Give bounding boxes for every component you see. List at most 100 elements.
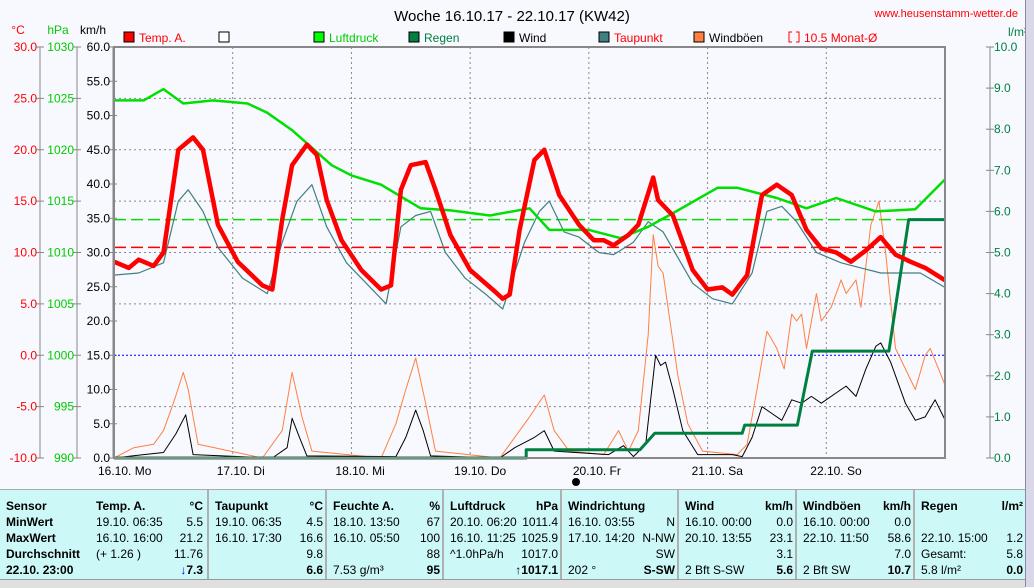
avg-value: 3.1 [776, 547, 793, 561]
min-value: 1011.4 [522, 515, 558, 529]
pressure-tick-label: 1030 [47, 40, 74, 54]
x-tick-label: 21.10. Sa [692, 464, 744, 478]
legend-swatch [503, 31, 515, 43]
avg-value: 88 [426, 547, 440, 561]
min-value: 5.5 [186, 515, 203, 529]
x-tick-label: 22.10. So [810, 464, 862, 478]
column-header: Temp. A. [96, 499, 146, 513]
cur-label: 2 Bft S-SW [685, 563, 745, 577]
trend-arrow-icon: ↓ [180, 563, 187, 577]
x-tick-label: 19.10. Do [454, 464, 506, 478]
series-line-regen [114, 218, 945, 460]
pressure-tick-label: 1005 [47, 297, 74, 311]
max-value: 21.2 [179, 531, 203, 545]
column-unit: % [429, 499, 440, 513]
max-value: 23.1 [769, 531, 793, 545]
series-line-windböen [113, 200, 946, 459]
min-label: 16.10. 00:00 [803, 515, 870, 529]
max-label: 16.10. 17:30 [215, 531, 282, 545]
avg-label: (+ 1.26 ) [96, 547, 142, 561]
temp-tick-label: 10.0 [14, 246, 38, 260]
max-label: 16.10. 11:25 [450, 531, 516, 545]
temp-tick-label: 15.0 [14, 194, 38, 208]
legend-swatch [313, 31, 325, 43]
series-line-taupunkt [113, 184, 946, 310]
min-value: 4.5 [306, 515, 323, 529]
column-header: Taupunkt [215, 499, 269, 513]
table-column-regen: Regen l/m² 22.10. 15:00 1.2 Gesamt: 5.8 5.8 l/… [913, 490, 1027, 579]
wind-tick-label: 50.0 [87, 109, 111, 123]
max-label: 20.10. 13:55 [685, 531, 752, 545]
wind-tick-label: 0.0 [93, 451, 110, 465]
x-tick-label: 17.10. Di [217, 464, 265, 478]
rain-tick-label: 0.0 [994, 451, 1011, 465]
min-value: 0.0 [776, 515, 793, 529]
wind-axis-unit: km/h [80, 23, 106, 37]
series-line-wind [113, 342, 946, 459]
wind-tick-label: 60.0 [87, 40, 111, 54]
temp-tick-label: 0.0 [20, 348, 37, 362]
max-value: N-NW [642, 531, 675, 545]
wind-tick-label: 35.0 [87, 211, 111, 225]
row-label-sensor: Sensor [6, 499, 47, 513]
rain-tick-label: 5.0 [994, 246, 1011, 260]
legend-label: Luftdruck [329, 31, 379, 45]
max-value: 16.6 [299, 531, 323, 545]
table-column-taupunkt: Taupunkt °C 19.10. 06:35 4.5 16.10. 17:30 16.… [207, 490, 327, 579]
wind-tick-label: 20.0 [87, 314, 111, 328]
wind-tick-label: 30.0 [87, 246, 111, 260]
max-value: 100 [419, 531, 440, 545]
max-value: 1025.9 [521, 531, 558, 545]
cur-value: 10.7 [887, 563, 911, 577]
column-header: Wind [685, 499, 715, 513]
column-unit: l/m² [1001, 499, 1023, 513]
pressure-tick-label: 990 [54, 451, 74, 465]
pressure-tick-label: 995 [54, 400, 74, 414]
max-value: 1.2 [1006, 531, 1023, 545]
rain-tick-label: 4.0 [994, 287, 1011, 301]
legend-label: 10.5 Monat-Ø [804, 31, 877, 45]
column-header: Regen [921, 499, 958, 513]
trend-arrow-icon: ↑ [515, 563, 522, 577]
rain-axis-unit: l/m² [1008, 25, 1025, 39]
legend-swatch [408, 31, 420, 43]
table-column-windrichtung: Windrichtung 16.10. 03:55 N 17.10. 14:20 N-N… [560, 490, 679, 579]
temp-axis-unit: °C [11, 23, 25, 37]
legend-swatch [123, 31, 135, 43]
min-value: 67 [426, 515, 440, 529]
x-tick-label: 18.10. Mi [335, 464, 384, 478]
table-column-wind: Wind km/h 16.10. 00:00 0.0 20.10. 13:55 23.1 3… [677, 490, 797, 579]
temp-tick-label: -5.0 [16, 400, 37, 414]
min-label: 19.10. 06:35 [96, 515, 163, 529]
temp-tick-label: -10.0 [10, 451, 38, 465]
vertical-scrollbar[interactable] [1025, 0, 1034, 587]
cur-value: 0.0 [1006, 563, 1023, 577]
wind-tick-label: 15.0 [87, 348, 111, 362]
min-label: 20.10. 06:20 [450, 515, 517, 529]
min-value: N [666, 515, 675, 529]
avg-value: 11.76 [173, 547, 203, 561]
legend-swatch [693, 31, 705, 43]
current-time-marker [572, 478, 580, 486]
row-labels-column: Sensor MinWert MaxWert Durchschnitt 22.1… [0, 490, 90, 579]
cur-label: 5.8 l/m² [921, 563, 962, 577]
legend-label: Windböen [709, 31, 763, 45]
weather-week-chart: Woche 16.10.17 - 22.10.17 (KW42) www.heus… [10, 8, 1025, 486]
avg-value: 1017.0 [521, 547, 558, 561]
column-header: Luftdruck [450, 499, 506, 513]
min-label: 19.10. 06:35 [215, 515, 282, 529]
min-value: 0.0 [894, 515, 911, 529]
row-label-avg: Durchschnitt [6, 547, 81, 561]
pressure-tick-label: 1015 [47, 194, 74, 208]
avg-value: 9.8 [306, 547, 323, 561]
x-tick-label: 20.10. Fr [573, 464, 621, 478]
rain-tick-label: 7.0 [994, 163, 1011, 177]
website-label: www.heusenstamm-wetter.de [873, 8, 1018, 20]
pressure-tick-label: 1020 [47, 143, 74, 157]
temp-tick-label: 5.0 [20, 297, 37, 311]
avg-value: SW [655, 547, 675, 561]
max-label: 22.10. 11:50 [803, 531, 869, 545]
cur-value: 5.6 [776, 563, 793, 577]
cur-value: S-SW [643, 563, 675, 577]
max-label: 22.10. 15:00 [921, 531, 988, 545]
